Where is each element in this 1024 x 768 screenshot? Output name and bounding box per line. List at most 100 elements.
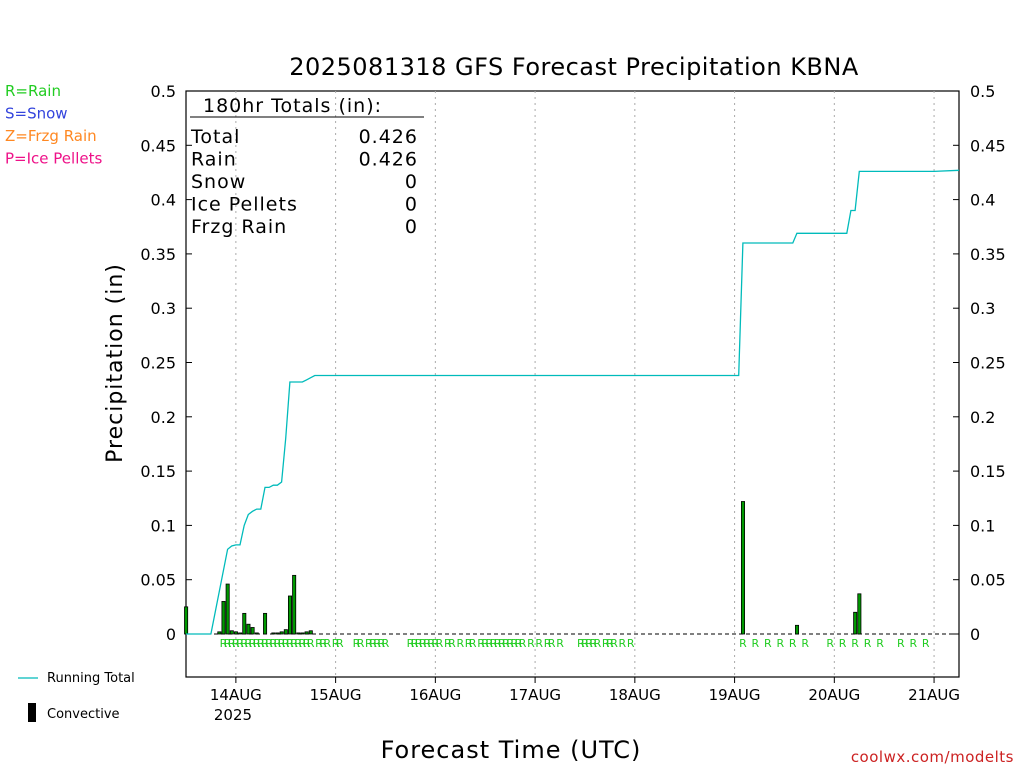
precip-type-mark: R: [502, 637, 510, 650]
precip-type-mark: R: [477, 637, 485, 650]
precip-type-mark: R: [515, 637, 523, 650]
precip-type-mark: R: [776, 637, 784, 650]
precip-type-mark: R: [365, 637, 373, 650]
x-tick-year: 2025: [214, 706, 252, 724]
x-tick-label: 21AUG: [908, 686, 960, 704]
y-tick-label-right: 0.25: [970, 354, 1006, 373]
legend-type-label: P=Ice Pellets: [5, 150, 102, 168]
precip-type-mark: R: [606, 637, 614, 650]
totals-row-label: Total: [190, 126, 240, 148]
precip-type-mark: R: [357, 637, 365, 650]
precip-type-mark: R: [789, 637, 797, 650]
totals-row-value: 0: [405, 171, 418, 193]
y-tick-label-right: 0.3: [970, 299, 995, 318]
chart-title: 2025081318 GFS Forecast Precipitation KB…: [289, 53, 859, 81]
precip-type-mark: R: [373, 637, 381, 650]
totals-row-value: 0: [405, 194, 418, 216]
convective-bar: [292, 574, 297, 635]
x-tick-label: 18AUG: [609, 686, 661, 704]
convective-bar: [238, 632, 243, 635]
convective-bar: [296, 632, 301, 635]
x-axis-label: Forecast Time (UTC): [381, 736, 642, 764]
precip-type-mark: R: [423, 637, 431, 650]
precip-type-mark: R: [465, 637, 473, 650]
x-tick-label: 20AUG: [808, 686, 860, 704]
precip-type-mark: R: [249, 637, 257, 650]
x-tick-label: 16AUG: [409, 686, 461, 704]
convective-bar: [263, 612, 268, 635]
source-watermark: coolwx.com/modelts: [851, 748, 1014, 766]
precip-type-mark: R: [826, 637, 834, 650]
y-tick-label-right: 0.05: [970, 571, 1006, 590]
precip-type-mark: R: [490, 637, 498, 650]
precip-type-mark: R: [839, 637, 847, 650]
precip-type-mark: R: [299, 637, 307, 650]
precip-type-mark: R: [253, 637, 261, 650]
precip-type-mark: R: [315, 637, 323, 650]
precip-type-mark: R: [486, 637, 494, 650]
convective-bar: [184, 606, 189, 635]
convective-bar: [304, 631, 309, 635]
y-tick-label: 0.3: [151, 299, 176, 318]
totals-row-value: 0: [405, 216, 418, 238]
precip-type-mark: R: [265, 637, 273, 650]
precip-type-mark: R: [544, 637, 552, 650]
precip-type-mark: R: [286, 637, 294, 650]
y-tick-label-right: 0: [970, 625, 980, 644]
precip-type-mark: R: [290, 637, 298, 650]
convective-bar: [271, 632, 276, 635]
precip-type-mark: R: [448, 637, 456, 650]
precip-type-mark: R: [232, 637, 240, 650]
precip-type-mark: R: [319, 637, 327, 650]
y-axis-right: 0 0.05 0.1 0.15 0.2 0.25 0.3 0.35 0.4 0.45 0.5: [953, 82, 1006, 644]
precip-type-mark: R: [444, 637, 452, 650]
precip-type-mark: R: [456, 637, 464, 650]
convective-bar: [308, 630, 313, 635]
precip-type-mark: R: [577, 637, 585, 650]
precip-type-mark: R: [627, 637, 635, 650]
convective-bar: [287, 595, 292, 635]
precip-type-mark: R: [369, 637, 377, 650]
precip-type-mark: R: [897, 637, 905, 650]
y-tick-label-right: 0.1: [970, 516, 995, 535]
precip-type-mark: R: [307, 637, 315, 650]
running-total-line: [186, 169, 960, 635]
y-tick-label-right: 0.5: [970, 82, 995, 101]
precip-type-mark: R: [619, 637, 627, 650]
convective-swatch: [28, 703, 36, 722]
convective-bar: [740, 501, 745, 635]
precip-type-mark: R: [240, 637, 248, 650]
y-tick-label: 0.15: [140, 462, 176, 481]
y-tick-label: 0.45: [140, 136, 176, 155]
precip-type-mark: R: [415, 637, 423, 650]
totals-row-label: Ice Pellets: [191, 194, 298, 216]
precip-type-mark: R: [278, 637, 286, 650]
precip-type-mark: R: [323, 637, 331, 650]
x-gridlines: [235, 91, 935, 677]
legend-type-label: R=Rain: [5, 82, 61, 100]
x-axis: 14AUG 2025 15AUG 16AUG 17AUG 18AUG 19AUG 20AUG 2…: [210, 677, 960, 724]
precip-type-mark: R: [411, 637, 419, 650]
convective-bar: [254, 632, 259, 635]
precip-type-mark: R: [535, 637, 543, 650]
convective-bar: [279, 631, 284, 635]
precip-type-mark: R: [220, 637, 228, 650]
convective-bar: [221, 601, 226, 635]
precip-type-mark: R: [228, 637, 236, 650]
x-tick-label: 14AUG: [210, 686, 262, 704]
precip-type-mark: R: [407, 637, 415, 650]
precip-type-mark: R: [498, 637, 506, 650]
totals-box: 180hr Totals (in): Total 0.426 Rain 0.426 Sn…: [190, 95, 424, 238]
convective-bar: [217, 631, 222, 635]
precip-type-mark: R: [876, 637, 884, 650]
y-tick-label-right: 0.45: [970, 136, 1006, 155]
y-tick-label: 0.05: [140, 571, 176, 590]
precip-type-mark: R: [594, 637, 602, 650]
precip-type-mark: R: [382, 637, 390, 650]
convective-bar: [225, 583, 230, 635]
totals-row-label: Snow: [191, 171, 246, 193]
precip-type-mark: R: [245, 637, 253, 650]
precip-type-mark: R: [303, 637, 311, 650]
convective-bar: [857, 593, 862, 635]
precip-type-legend: R=Rain S=Snow Z=Frzg Rain P=Ice Pellets: [5, 82, 102, 168]
